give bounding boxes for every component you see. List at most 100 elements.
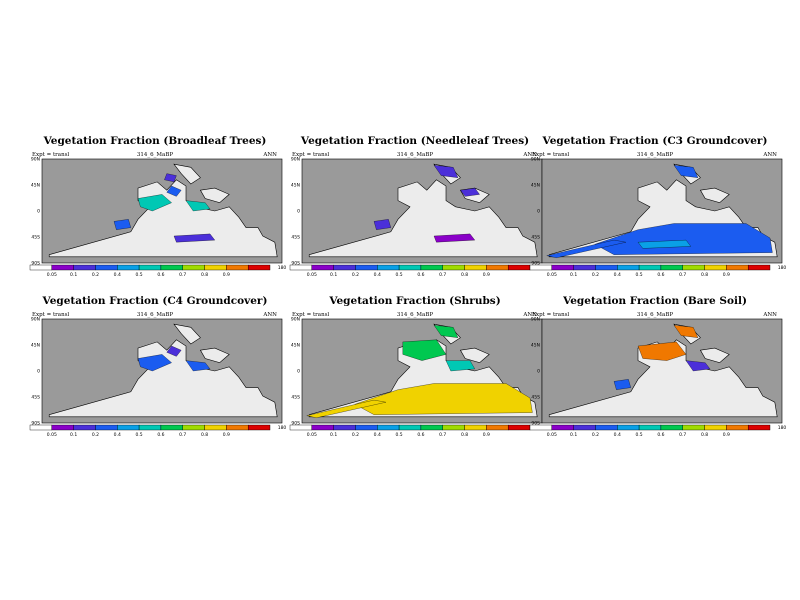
lat-tick-label: 90S	[31, 261, 40, 267]
colorbar-swatch	[551, 424, 574, 431]
vegetation-patch-southern-ridge	[546, 239, 627, 258]
colorbar-tick-label: 0.05	[47, 432, 57, 438]
colorbar-swatch	[398, 424, 422, 431]
colorbar-swatch	[182, 264, 205, 271]
lat-tick-label: 90N	[531, 317, 540, 323]
lat-tick-label: 0	[37, 209, 40, 215]
colorbar-tick-label: 0.1	[70, 432, 77, 438]
colorbar-swatch	[420, 264, 443, 271]
vegetation-patch-south-america-coast	[613, 379, 631, 390]
land-mass	[308, 179, 538, 258]
colorbar-swatch	[464, 424, 487, 431]
colorbar-tick-label: 0.7	[679, 432, 686, 438]
colorbar-swatch	[486, 424, 509, 431]
colorbar-tick-label: 0.9	[223, 432, 230, 438]
colorbar-swatch	[160, 264, 183, 271]
vegetation-patch-southern-ridge	[306, 399, 387, 418]
colorbar-tick-label: 0.1	[570, 432, 577, 438]
land-mass	[459, 347, 490, 364]
colorbar-swatch	[464, 264, 487, 271]
lat-tick-label: 0	[37, 369, 40, 375]
colorbar: 0.05 0.1 0.2 0.4 0.5 0.6 0.7 0.8 0.9	[289, 264, 531, 278]
vegetation-patch-east-europe	[164, 173, 177, 183]
colorbar-swatch	[204, 424, 227, 431]
colorbar-swatch	[377, 264, 400, 271]
vegetation-patch-antarctica	[594, 223, 773, 255]
colorbar-swatch	[311, 424, 334, 431]
vegetation-patch-southeast-asia	[185, 360, 211, 372]
colorbar-swatch	[51, 264, 74, 271]
colorbar-tick-label: 0.5	[636, 432, 643, 438]
colorbar-tick-label: 0.2	[592, 272, 599, 278]
expt-label: Expt = transl	[532, 312, 570, 318]
lat-tick-label: 45S	[31, 235, 40, 241]
vegetation-patch-north-asia	[433, 325, 459, 338]
vegetation-patch-antarctica	[354, 383, 533, 415]
vegetation-patch-southeast-asia	[185, 200, 211, 212]
land-mass	[173, 323, 201, 345]
colorbar-tick-label: 0.5	[636, 272, 643, 278]
colorbar-swatch	[355, 264, 378, 271]
colorbar-swatch	[595, 264, 618, 271]
colorbar-swatch	[747, 424, 771, 431]
colorbar-swatch	[117, 424, 140, 431]
colorbar-tick-label: 0.9	[723, 432, 730, 438]
colorbar-swatch	[507, 264, 531, 271]
colorbar-swatch	[573, 264, 596, 271]
colorbar-tick-label: 0.5	[396, 272, 403, 278]
colorbar-swatch	[355, 424, 378, 431]
vegetation-patch-north-asia	[673, 165, 699, 178]
vegetation-patch-southeast-asia	[685, 360, 711, 372]
vegetation-patch-south-america-coast	[113, 219, 131, 230]
vegetation-patch-north-asia	[433, 165, 459, 178]
colorbar-tick-label: 0.8	[201, 272, 208, 278]
panel-title: Vegetation Fraction (Shrubs)	[329, 295, 501, 307]
land-mass	[199, 347, 230, 364]
colorbar-swatch	[73, 424, 96, 431]
colorbar-tick-label: 0.6	[657, 272, 664, 278]
colorbar-swatch	[551, 264, 574, 271]
run-label: 314_6_MaBP	[396, 312, 434, 318]
lat-tick-label: 90N	[31, 317, 40, 323]
lon-tick-label: 180	[278, 265, 287, 271]
vegetation-patch-north-africa-europe	[402, 339, 447, 361]
lat-tick-label: 90N	[31, 157, 40, 163]
period-label: ANN	[763, 152, 777, 158]
colorbar: 0.05 0.1 0.2 0.4 0.5 0.6 0.7 0.8 0.9	[529, 424, 771, 438]
lat-tick-label: 45S	[531, 235, 540, 241]
lat-tick-label: 90S	[291, 261, 300, 267]
map-plot: 90N45N045S90S180120W60W060E120E180	[291, 157, 547, 272]
colorbar-tick-label: 0.6	[417, 432, 424, 438]
colorbar-tick-label: 0.05	[307, 432, 317, 438]
colorbar-swatch	[377, 424, 400, 431]
colorbar-swatch	[682, 264, 705, 271]
colorbar-tick-label: 0.05	[47, 272, 57, 278]
colorbar-tick-label: 0.4	[374, 272, 381, 278]
colorbar-swatch	[682, 424, 705, 431]
colorbar-tick-label: 0.6	[657, 432, 664, 438]
colorbar-tick-label: 0.6	[157, 272, 164, 278]
colorbar-swatch	[247, 424, 271, 431]
colorbar-swatch	[247, 264, 271, 271]
colorbar-swatch	[289, 264, 313, 271]
lat-tick-label: 0	[297, 369, 300, 375]
colorbar-tick-label: 0.8	[461, 272, 468, 278]
colorbar-swatch	[226, 264, 249, 271]
vegetation-patch-equatorial-africa	[137, 354, 172, 372]
lon-tick-label: 180	[778, 425, 787, 431]
vegetation-patch-india	[166, 345, 182, 357]
expt-label: Expt = transl	[32, 152, 70, 158]
vegetation-patch-southern-margin	[637, 239, 692, 249]
lat-tick-label: 90S	[531, 261, 540, 267]
colorbar-tick-label: 0.1	[570, 272, 577, 278]
panel-title: Vegetation Fraction (Needleleaf Trees)	[300, 135, 530, 147]
lat-tick-label: 45S	[291, 395, 300, 401]
colorbar-swatch	[529, 424, 553, 431]
run-label: 314_6_MaBP	[136, 152, 174, 158]
colorbar-swatch	[311, 264, 334, 271]
vegetation-patch-south-america-coast	[373, 219, 391, 230]
vegetation-patch-antarctic-coast	[173, 233, 216, 243]
expt-label: Expt = transl	[292, 312, 330, 318]
period-label: ANN	[523, 152, 537, 158]
colorbar-swatch	[160, 424, 183, 431]
